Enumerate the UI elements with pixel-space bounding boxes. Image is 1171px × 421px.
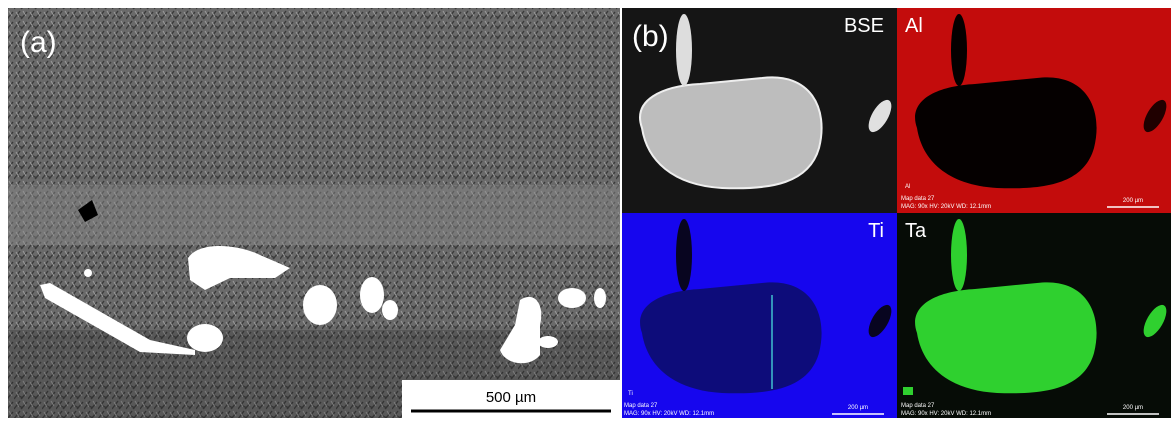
map-label: Ti [868,220,884,242]
scale-bar-label: 200 µm [848,405,868,411]
map-info: MAG: 90x HV: 20kV WD: 12.1mm [624,411,714,417]
bse-map: (b) BSE [622,8,897,213]
map-info: Map data 27 [901,403,935,409]
corner-label: Ti [628,391,633,397]
ta-map: Ta Map data 27 MAG: 90x HV: 20kV WD: 12.… [897,213,1171,418]
map-label: Ta [905,220,927,242]
map-label: BSE [844,15,884,37]
map-info: MAG: 90x HV: 20kV WD: 12.1mm [901,204,991,210]
corner-label: Al [905,184,910,190]
panel-a: (a) 500 µm [8,8,620,418]
scale-bar-label: 200 µm [1123,198,1143,204]
map-info: Map data 27 [901,196,935,202]
panel-label: (a) [20,26,57,59]
map-info: MAG: 90x HV: 20kV WD: 12.1mm [901,411,991,417]
panel-label: (b) [632,20,669,53]
ti-map: Ti Ti Map data 27 MAG: 90x HV: 20kV WD: … [622,213,897,418]
map-info: Map data 27 [624,403,658,409]
scale-bar-label: 500 µm [486,389,536,406]
al-map: Al Al Map data 27 MAG: 90x HV: 20kV WD: … [897,8,1171,213]
map-label: Al [905,15,923,37]
scale-bar-label: 200 µm [1123,405,1143,411]
